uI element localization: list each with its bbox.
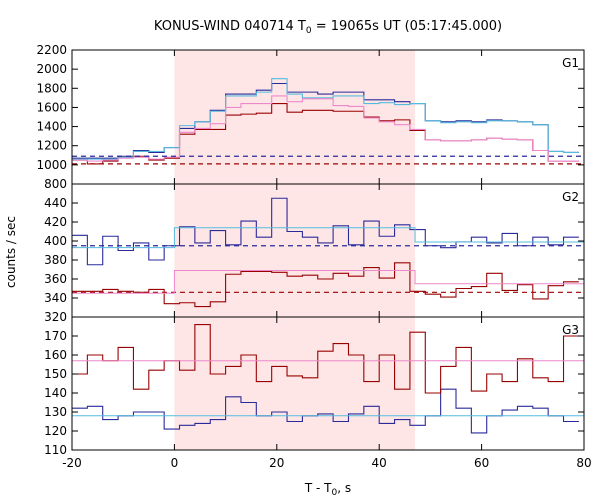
panel-g1: 800 1000 1200 1400 1600 1800 2000 2200 G1 — [36, 43, 585, 191]
y-tick-label: 800 — [44, 177, 67, 191]
panel-label: G3 — [562, 323, 579, 337]
y-tick-label: 120 — [44, 424, 67, 438]
y-axis-label: counts / sec — [4, 216, 18, 288]
highlight-region — [174, 317, 416, 450]
x-tick-label: 80 — [576, 456, 591, 470]
panel-frame — [71, 316, 585, 451]
y-tick-label: 1400 — [36, 120, 67, 134]
x-tick-label: -20 — [62, 456, 82, 470]
panel-g3: 110 120 130 140 150 160 170 G3 — [44, 316, 585, 457]
chart-title: KONUS-WIND 040714 T0 = 19065s UT (05:17:… — [154, 19, 502, 36]
y-tick-label: 160 — [44, 348, 67, 362]
panel-g2: 320 340 360 380 400 420 440 G2 — [44, 183, 585, 324]
series-cyan — [72, 78, 579, 160]
x-tick-label: 0 — [171, 456, 179, 470]
y-tick-label: 130 — [44, 405, 67, 419]
y-tick-label: 110 — [44, 443, 67, 457]
y-tick-label: 1800 — [36, 81, 67, 95]
y-tick-label: 2000 — [36, 62, 67, 76]
y-tick-label: 1200 — [36, 139, 67, 153]
y-tick-label: 150 — [44, 367, 67, 381]
y-tick-label: 340 — [44, 291, 67, 305]
x-axis-label: T - T0, s — [304, 481, 351, 498]
series-blue — [72, 197, 579, 266]
series-red — [72, 324, 579, 394]
y-tick-label: 380 — [44, 253, 67, 267]
x-tick-label: 60 — [474, 456, 489, 470]
y-tick-label: 360 — [44, 272, 67, 286]
highlight-region — [174, 184, 416, 317]
plot-layer: 8001000120014001600180020002200G13203403… — [36, 43, 591, 470]
y-tick-label: 1600 — [36, 100, 67, 114]
y-tick-label: 420 — [44, 215, 67, 229]
fit-line-red — [72, 269, 584, 294]
x-tick-label: 20 — [269, 456, 284, 470]
panel-label: G2 — [562, 190, 579, 204]
y-tick-label: 1000 — [36, 158, 67, 172]
y-tick-label: 140 — [44, 386, 67, 400]
y-tick-label: 2200 — [36, 43, 67, 57]
x-tick-label: 40 — [372, 456, 387, 470]
panel-label: G1 — [562, 56, 579, 70]
series-pink — [72, 95, 579, 162]
y-tick-label: 400 — [44, 234, 67, 248]
y-tick-label: 440 — [44, 196, 67, 210]
y-tick-label: 170 — [44, 329, 67, 343]
fit-line-blue — [72, 227, 584, 249]
y-tick-label: 320 — [44, 310, 67, 324]
series-red — [72, 262, 579, 308]
